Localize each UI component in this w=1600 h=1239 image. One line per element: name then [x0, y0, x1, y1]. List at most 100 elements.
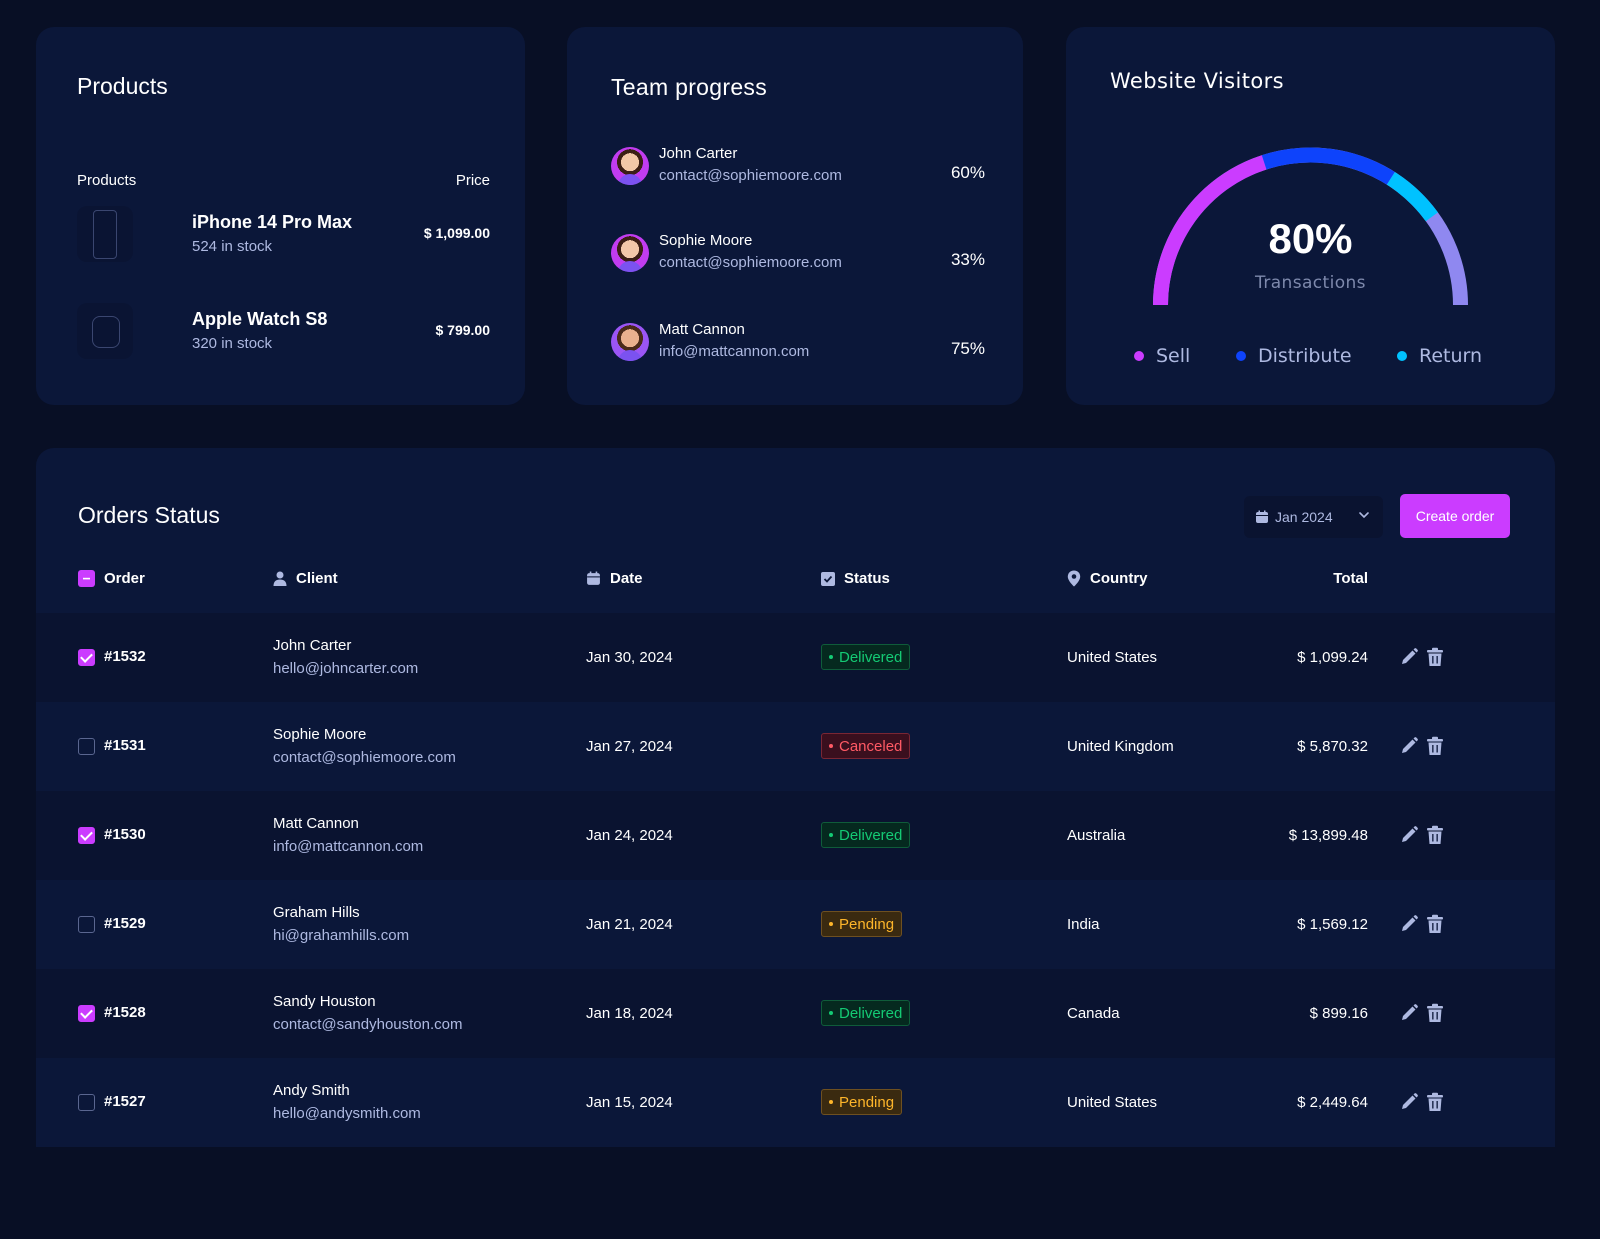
date-filter-dropdown[interactable]: Jan 2024 — [1244, 496, 1383, 538]
chevron-down-icon — [1359, 512, 1369, 519]
client-email: hello@andysmith.com — [273, 1105, 421, 1122]
product-row[interactable]: Apple Watch S8 320 in stock $ 799.00 — [77, 300, 490, 360]
edit-icon[interactable] — [1399, 825, 1419, 845]
orders-status-title: Orders Status — [78, 502, 220, 528]
table-row[interactable]: #1529 Graham Hills hi@grahamhills.com Ja… — [36, 880, 1555, 969]
column-header-label: Country — [1090, 570, 1148, 587]
member-email: contact@sophiemoore.com — [659, 254, 842, 271]
country: United States — [1067, 649, 1158, 666]
table-row[interactable]: #1530 Matt Cannon info@mattcannon.com Ja… — [36, 791, 1555, 880]
status-badge: Delivered — [821, 644, 911, 670]
trash-icon[interactable] — [1426, 914, 1444, 934]
gauge-label: Transactions — [1255, 273, 1366, 293]
status-label: Pending — [839, 915, 895, 933]
client-name: Graham Hills — [273, 904, 360, 921]
status-badge: Canceled — [821, 733, 911, 759]
team-member-row[interactable]: Matt Cannon info@mattcannon.com 75% — [611, 321, 985, 367]
country: United Kingdom — [1067, 738, 1174, 755]
team-member-row[interactable]: John Carter contact@sophiemoore.com 60% — [611, 145, 985, 191]
client-email: contact@sandyhouston.com — [273, 1016, 463, 1033]
status-label: Canceled — [839, 737, 903, 755]
row-checkbox[interactable] — [78, 649, 95, 666]
gauge-segment-sell — [1153, 155, 1267, 306]
row-checkbox[interactable] — [78, 1094, 95, 1111]
country: India — [1067, 916, 1100, 933]
order-total: $ 13,899.48 — [1288, 827, 1368, 844]
status-dot — [829, 1011, 833, 1015]
column-header-total: Total — [1333, 570, 1368, 587]
order-total: $ 5,870.32 — [1297, 738, 1368, 755]
edit-icon[interactable] — [1399, 736, 1419, 756]
table-row[interactable]: #1527 Andy Smith hello@andysmith.com Jan… — [36, 1058, 1555, 1147]
order-id[interactable]: #1530 — [104, 826, 146, 843]
status-badge: Pending — [821, 911, 903, 937]
table-row[interactable]: #1532 John Carter hello@johncarter.com J… — [36, 613, 1555, 702]
create-order-button[interactable]: Create order — [1400, 494, 1510, 538]
edit-icon[interactable] — [1399, 914, 1419, 934]
table-row[interactable]: #1531 Sophie Moore contact@sophiemoore.c… — [36, 702, 1555, 791]
gauge-segment-return — [1386, 172, 1438, 222]
order-date: Jan 15, 2024 — [586, 1094, 673, 1111]
legend-label: Distribute — [1258, 345, 1352, 367]
team-progress-card: Team progress John Carter contact@sophie… — [567, 27, 1023, 405]
trash-icon[interactable] — [1426, 1092, 1444, 1112]
member-name: John Carter — [659, 145, 738, 162]
row-checkbox[interactable] — [78, 916, 95, 933]
order-id[interactable]: #1531 — [104, 737, 146, 754]
status-badge: Delivered — [821, 822, 911, 848]
avatar — [611, 234, 649, 272]
status-dot — [829, 922, 833, 926]
date-filter-value: Jan 2024 — [1275, 509, 1333, 525]
visitors-gauge — [1153, 147, 1468, 306]
column-header-status: Status — [821, 570, 890, 587]
status-label: Delivered — [839, 826, 903, 844]
column-header-country: Country — [1067, 570, 1148, 587]
legend-item-distribute: Distribute — [1236, 345, 1352, 367]
gauge-value: 80% — [1268, 215, 1353, 262]
column-header-label: Date — [610, 570, 643, 587]
member-email: contact@sophiemoore.com — [659, 167, 842, 184]
status-label: Delivered — [839, 648, 903, 666]
member-name: Sophie Moore — [659, 232, 753, 249]
order-id[interactable]: #1527 — [104, 1093, 146, 1110]
status-label: Pending — [839, 1093, 895, 1111]
product-name: iPhone 14 Pro Max — [192, 212, 353, 232]
products-card: Products Products Price iPhone 14 Pro Ma… — [36, 27, 525, 405]
trash-icon[interactable] — [1426, 825, 1444, 845]
country: Canada — [1067, 1005, 1120, 1022]
row-checkbox[interactable] — [78, 1005, 95, 1022]
order-total: $ 1,569.12 — [1297, 916, 1368, 933]
row-checkbox[interactable] — [78, 738, 95, 755]
order-id[interactable]: #1528 — [104, 1004, 146, 1021]
team-member-row[interactable]: Sophie Moore contact@sophiemoore.com 33% — [611, 232, 985, 278]
trash-icon[interactable] — [1426, 736, 1444, 756]
trash-icon[interactable] — [1426, 1003, 1444, 1023]
select-all-checkbox[interactable] — [78, 570, 95, 587]
trash-icon[interactable] — [1426, 647, 1444, 667]
status-dot — [829, 1100, 833, 1104]
client-email: contact@sophiemoore.com — [273, 749, 456, 766]
column-header-label: Client — [296, 570, 338, 587]
order-date: Jan 24, 2024 — [586, 827, 673, 844]
product-row[interactable]: iPhone 14 Pro Max 524 in stock $ 1,099.0… — [77, 203, 490, 263]
product-stock: 320 in stock — [192, 335, 273, 352]
legend-dot — [1236, 351, 1246, 361]
checkbox-icon — [821, 571, 835, 586]
table-row[interactable]: #1528 Sandy Houston contact@sandyhouston… — [36, 969, 1555, 1058]
client-name: John Carter — [273, 637, 352, 654]
edit-icon[interactable] — [1399, 1003, 1419, 1023]
edit-icon[interactable] — [1399, 1092, 1419, 1112]
column-header-label: Total — [1333, 570, 1368, 587]
order-id[interactable]: #1532 — [104, 648, 146, 665]
website-visitors-card: Website Visitors 80% Transactions Sell D… — [1066, 27, 1555, 405]
products-column-header: Products — [77, 172, 137, 189]
phone-icon — [77, 206, 133, 262]
member-name: Matt Cannon — [659, 321, 745, 338]
client-name: Andy Smith — [273, 1082, 350, 1099]
edit-icon[interactable] — [1399, 647, 1419, 667]
row-checkbox[interactable] — [78, 827, 95, 844]
status-badge: Pending — [821, 1089, 903, 1115]
member-progress: 75% — [950, 339, 985, 358]
column-header-order[interactable]: Order — [78, 570, 145, 587]
order-id[interactable]: #1529 — [104, 915, 146, 932]
